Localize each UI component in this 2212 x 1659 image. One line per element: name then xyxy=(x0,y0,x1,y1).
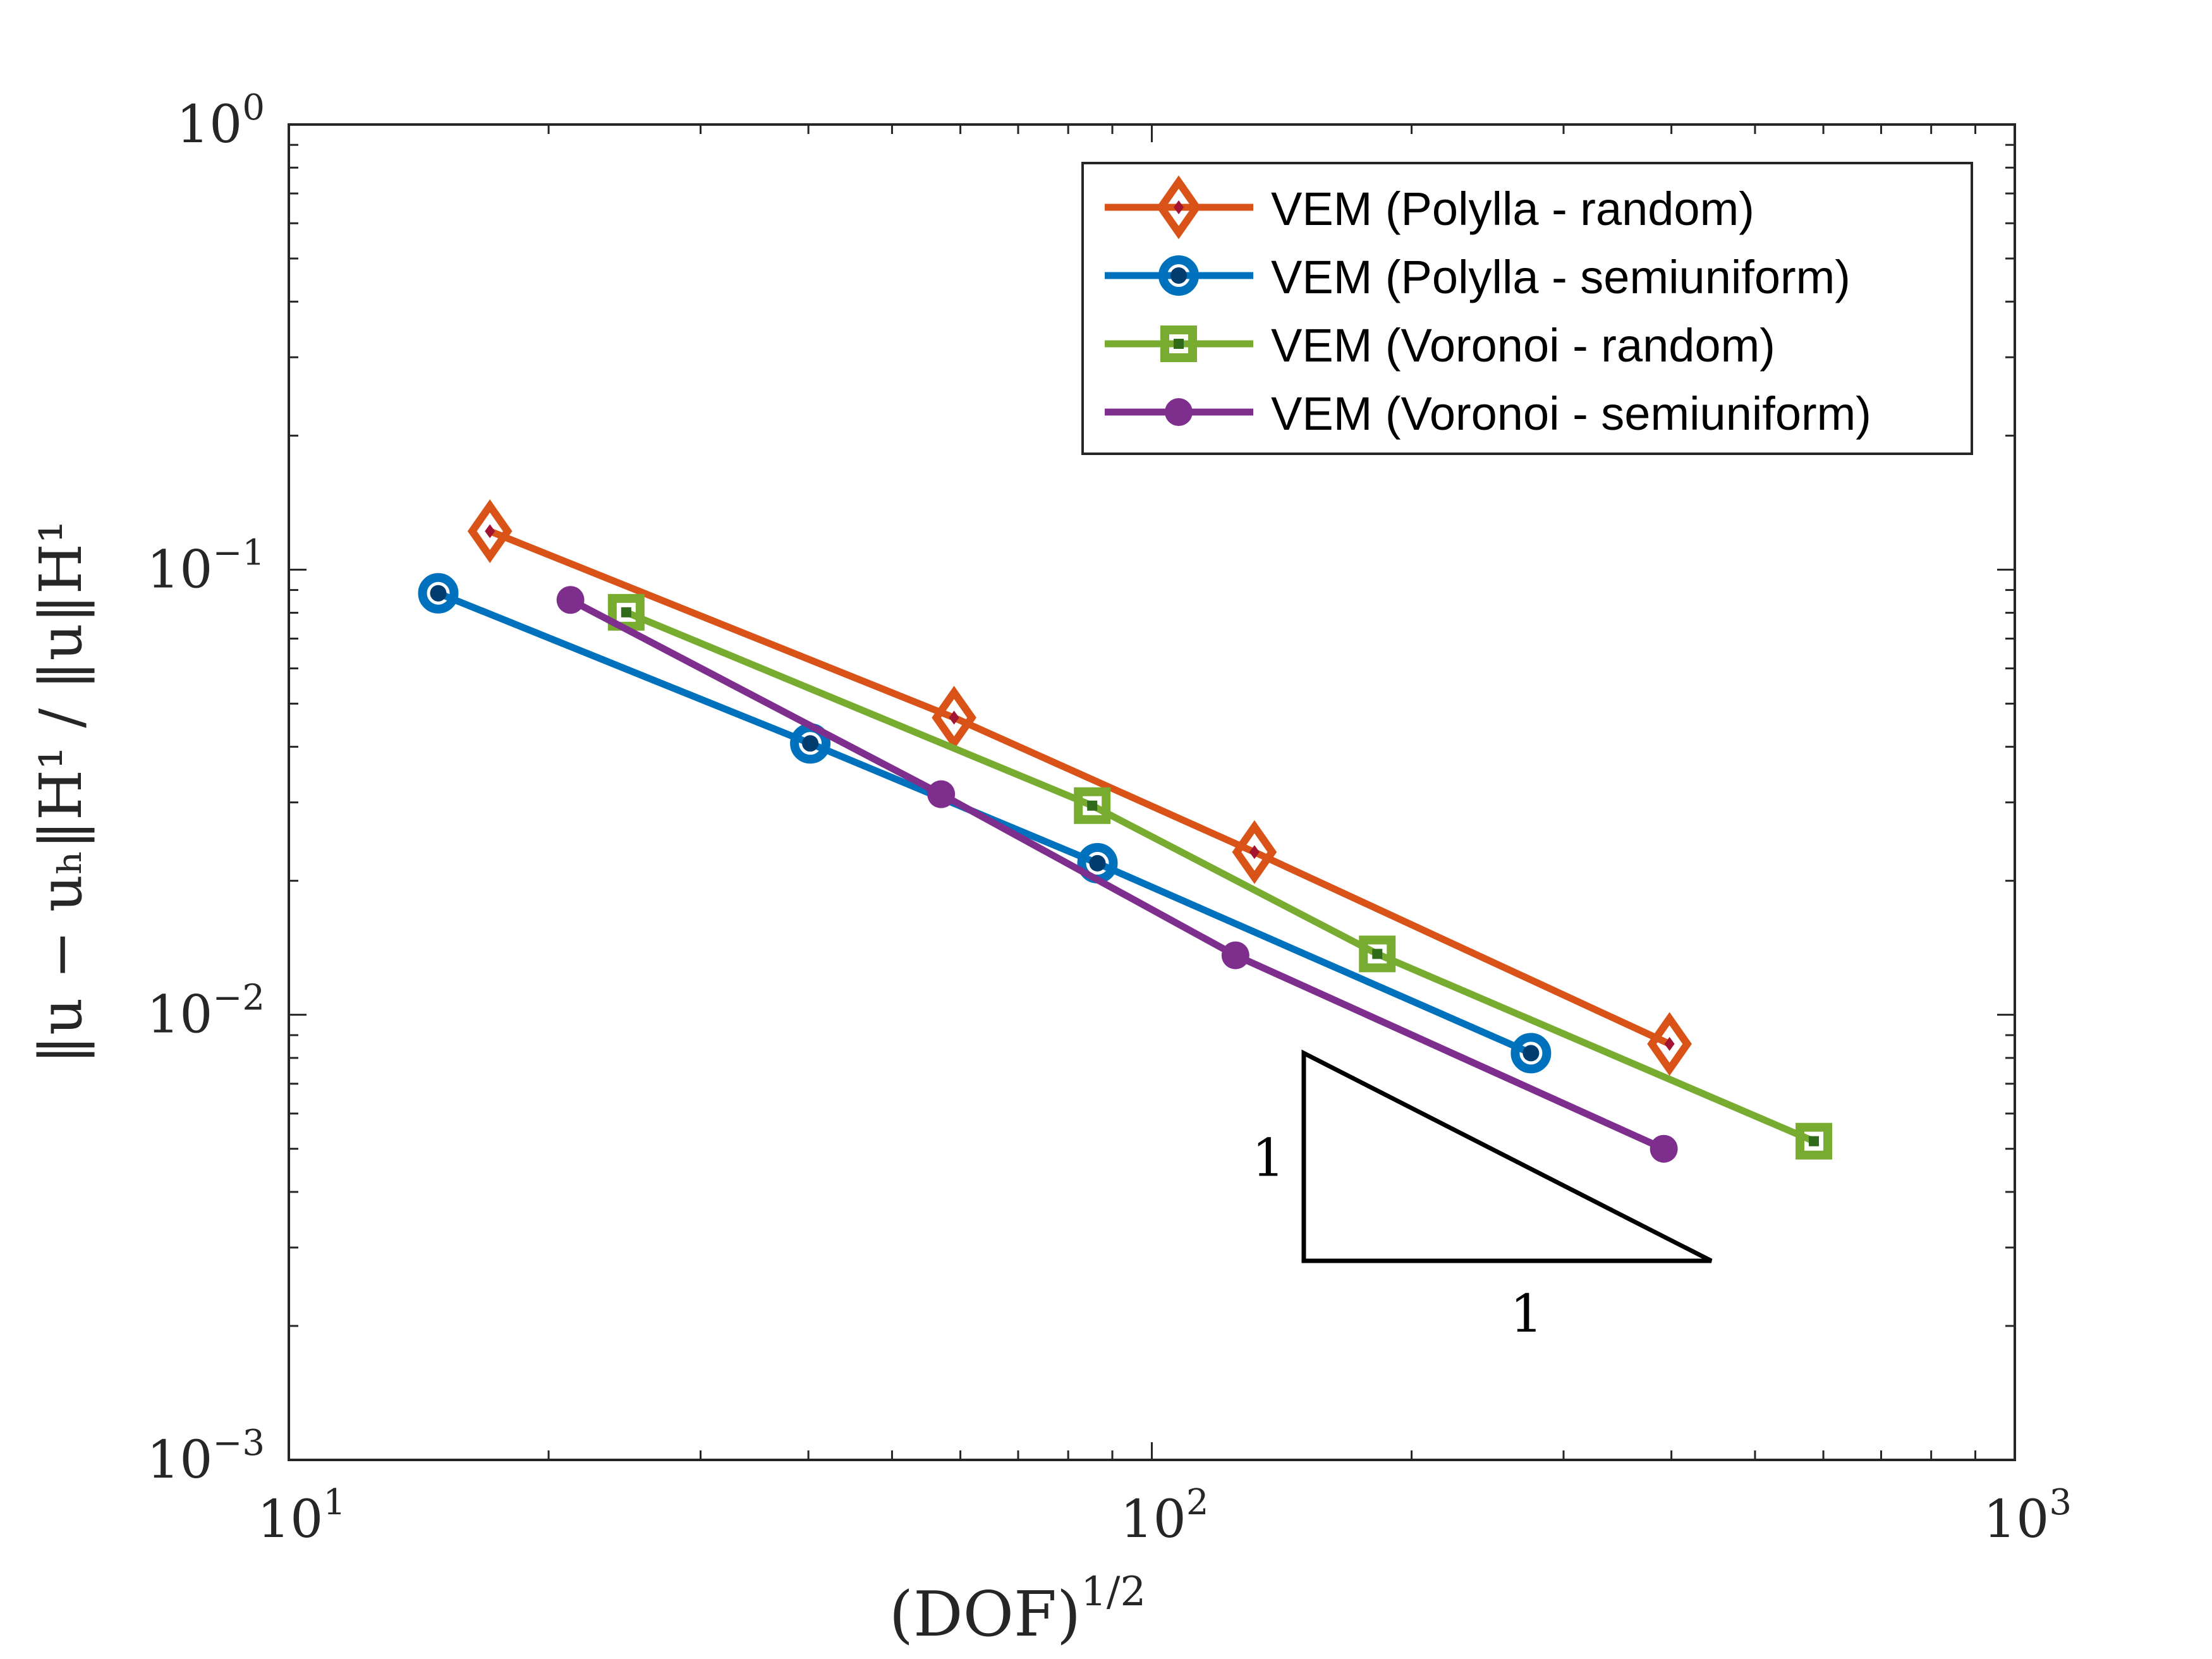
data-point-marker xyxy=(1510,1033,1552,1074)
data-point-marker xyxy=(932,686,976,750)
y-tick-label: 100 xyxy=(176,87,265,155)
circle-marker-outline xyxy=(418,573,459,614)
data-point-marker xyxy=(418,573,459,614)
data-point-marker xyxy=(1221,941,1249,969)
circle-marker-filled xyxy=(1165,398,1193,426)
tick-marks xyxy=(288,125,2015,1461)
square-marker-outline xyxy=(1796,1122,1833,1160)
series-1 xyxy=(467,499,1692,1076)
legend-marker xyxy=(1156,175,1201,240)
legend-label: VEM (Polylla - semiuniform) xyxy=(1271,251,1850,303)
x-axis-label: (DOF)1/2 xyxy=(889,1569,1146,1651)
circle-marker-filled xyxy=(556,586,585,614)
circle-marker-filled xyxy=(1221,941,1249,969)
circle-marker-core xyxy=(1089,854,1106,872)
square-marker-core xyxy=(621,607,631,617)
plot-area: 101 102 103 100 10−1 10−2 10−3 (DOF)1/2 ‖u − uₕ‖… xyxy=(27,87,2072,1651)
series-line xyxy=(489,528,1671,1047)
data-point-marker xyxy=(1074,787,1111,824)
circle-marker-outline xyxy=(1510,1033,1552,1074)
legend-marker xyxy=(1165,398,1193,426)
data-point-marker xyxy=(1232,820,1277,884)
legend-entry: VEM (Voronoi - semiuniform) xyxy=(1105,387,1871,440)
legend-marker xyxy=(1158,255,1199,296)
legend-label: VEM (Voronoi - semiuniform) xyxy=(1271,387,1871,440)
slope-label-vertical: 1 xyxy=(1252,1129,1285,1189)
circle-marker-core xyxy=(430,585,447,602)
series-3 xyxy=(607,593,1833,1160)
circle-marker-core xyxy=(802,735,819,752)
square-marker-outline xyxy=(1359,935,1396,973)
data-point-marker xyxy=(1796,1122,1833,1160)
circle-marker-core xyxy=(1170,267,1187,284)
legend-label: VEM (Polylla - random) xyxy=(1271,183,1754,235)
series-4 xyxy=(556,586,1678,1163)
square-marker-outline xyxy=(1074,787,1111,824)
data-point-marker xyxy=(467,499,513,563)
data-point-marker xyxy=(1647,1012,1692,1076)
legend: VEM (Polylla - random) VEM (Polylla - sem… xyxy=(1081,162,1973,455)
diamond-marker-core xyxy=(485,524,495,538)
circle-marker-outline xyxy=(1158,255,1199,296)
y-tick-label: 10−2 xyxy=(147,978,265,1045)
series-line xyxy=(624,609,1816,1145)
circle-marker-filled xyxy=(927,780,956,808)
data-point-marker xyxy=(1650,1134,1678,1163)
y-tick-label: 10−1 xyxy=(147,532,265,600)
data-point-marker xyxy=(927,780,956,808)
circle-marker-filled xyxy=(1650,1134,1678,1163)
diamond-marker-outline xyxy=(467,499,513,563)
square-marker-core xyxy=(1809,1136,1820,1146)
diamond-marker-core xyxy=(1174,200,1184,214)
diamond-marker-outline xyxy=(932,686,976,750)
y-tick-label: 10−3 xyxy=(147,1423,265,1490)
legend-label: VEM (Voronoi - random) xyxy=(1271,319,1775,372)
diamond-marker-outline xyxy=(1647,1012,1692,1076)
x-tick-label: 101 xyxy=(257,1482,346,1550)
y-axis-label: ‖u − uₕ‖H¹ / ‖u‖H¹ xyxy=(27,520,95,1064)
legend-marker xyxy=(1160,325,1197,362)
x-tick-label: 103 xyxy=(1983,1482,2072,1550)
square-marker-outline xyxy=(1160,325,1197,362)
slope-label-horizontal: 1 xyxy=(1510,1284,1543,1344)
series-line xyxy=(569,597,1665,1152)
square-marker-core xyxy=(1087,800,1098,811)
square-marker-core xyxy=(1372,949,1383,959)
square-marker-core xyxy=(1174,339,1184,349)
slope-triangle xyxy=(1301,1049,1713,1263)
data-point-marker xyxy=(556,586,585,614)
diamond-marker-core xyxy=(949,710,959,725)
diamond-marker-core xyxy=(1249,845,1260,860)
legend-entry: VEM (Voronoi - random) xyxy=(1105,319,1775,372)
diamond-marker-core xyxy=(1664,1036,1675,1051)
legend-box xyxy=(1081,162,1973,455)
legend-entry: VEM (Polylla - semiuniform) xyxy=(1105,251,1850,303)
diamond-marker-outline xyxy=(1232,820,1277,884)
data-point-marker xyxy=(1359,935,1396,973)
x-tick-label: 102 xyxy=(1121,1482,1209,1550)
diamond-marker-outline xyxy=(1156,175,1201,240)
legend-entry: VEM (Polylla - random) xyxy=(1105,175,1754,240)
circle-marker-core xyxy=(1522,1045,1540,1062)
